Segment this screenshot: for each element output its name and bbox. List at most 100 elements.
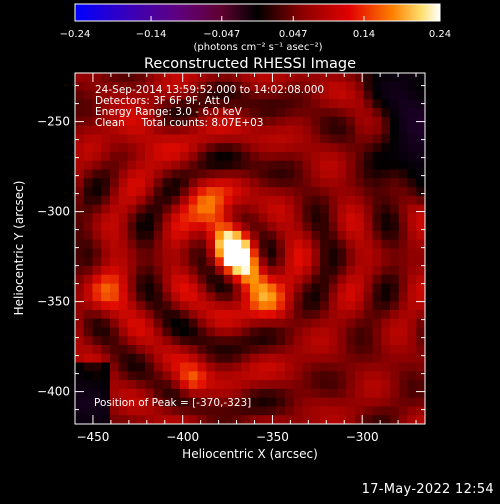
heatmap-cell [241,187,251,197]
heatmap-cell [110,90,120,100]
heatmap-cell [180,151,190,162]
info-detectors: Detectors: 3F 6F 9F, Att 0 [95,95,230,107]
heatmap-cell [390,274,400,285]
heatmap-cell [180,73,190,83]
heatmap-cell [241,371,251,381]
heatmap-cell [180,99,190,109]
heatmap-cell [346,345,356,355]
heatmap-cell [241,388,251,399]
heatmap-cell [355,318,365,329]
heatmap-cell [355,283,365,293]
heatmap-cell [416,266,425,276]
heatmap-cell [258,160,269,171]
heatmap-cell [162,134,172,144]
heatmap-cell [83,327,94,337]
heatmap-cell [302,327,312,337]
heatmap-cell [416,195,425,206]
heatmap-cell [241,178,251,188]
heatmap-cell [381,134,391,144]
heatmap-cell [215,73,225,83]
heatmap-cell [241,292,251,302]
heatmap-cell [285,283,295,293]
heatmap-cell [241,230,251,241]
heatmap-cell [363,257,374,267]
heatmap-cell [311,362,321,372]
heatmap-cell [258,380,269,390]
heatmap-cell [346,292,356,302]
heatmap-cell [407,195,417,206]
heatmap-cell [145,248,155,258]
heatmap-cell [127,345,137,355]
heatmap-cell [311,257,321,267]
heatmap-cell [337,327,347,337]
heatmap-cell [398,406,409,416]
heatmap-cell [162,327,172,337]
heatmap-cell [232,327,242,337]
heatmap-cell [241,222,251,232]
heatmap-cell [153,274,164,285]
heatmap-cell [127,125,137,136]
heatmap-cell [276,204,286,215]
heatmap-cell [320,169,330,179]
heatmap-cell [363,397,374,408]
heatmap-cell [206,283,216,293]
heatmap-cell [127,292,137,302]
heatmap-cell [390,178,400,188]
heatmap-cell [92,327,102,337]
heatmap-cell [250,151,260,162]
heatmap-cell [127,195,137,206]
heatmap-cell [363,239,374,250]
heatmap-cell [83,257,94,267]
heatmap-cell [241,257,251,267]
heatmap-cell [258,143,269,153]
heatmap-cell [101,239,111,250]
heatmap-cell [311,134,321,144]
heatmap-cell [293,143,304,153]
heatmap-cell [180,160,190,171]
heatmap-cell [83,336,94,346]
heatmap-cell [258,195,269,206]
heatmap-cell [276,309,286,320]
heatmap-cell [320,108,330,118]
heatmap-cell [101,318,111,329]
heatmap-cell [118,274,129,285]
heatmap-cell [232,116,242,127]
heatmap-cell [83,99,94,109]
heatmap-cell [320,90,330,100]
heatmap-cell [250,292,260,302]
heatmap-cell [171,143,181,153]
heatmap-cell [188,318,199,329]
heatmap-cell [206,160,216,171]
heatmap-cell [390,292,400,302]
heatmap-cell [145,169,155,179]
heatmap-cell [372,169,382,179]
heatmap-cell [390,151,400,162]
heatmap-cell [188,345,199,355]
heatmap-cell [346,81,356,92]
heatmap-cell [311,99,321,109]
heatmap-cell [346,160,356,171]
heatmap-cell [92,371,102,381]
heatmap-cell [267,239,277,250]
heatmap-cell [197,73,207,83]
heatmap-cell [92,195,102,206]
heatmap-cell [127,213,137,223]
heatmap-cell [145,151,155,162]
heatmap-cell [285,371,295,381]
heatmap-cell [320,204,330,215]
heatmap-cell [293,151,304,162]
heatmap-cell [250,406,260,416]
heatmap-cell [390,160,400,171]
heatmap-cell [285,327,295,337]
heatmap-cell [180,353,190,364]
heatmap-cell [416,415,425,424]
heatmap-cell [302,195,312,206]
heatmap-cell [127,380,137,390]
heatmap-cell [258,222,269,232]
heatmap-cell [285,309,295,320]
heatmap-cell [250,169,260,179]
heatmap-cell [363,345,374,355]
heatmap-cell [127,301,137,311]
heatmap-cell [145,327,155,337]
heatmap-cell [381,248,391,258]
